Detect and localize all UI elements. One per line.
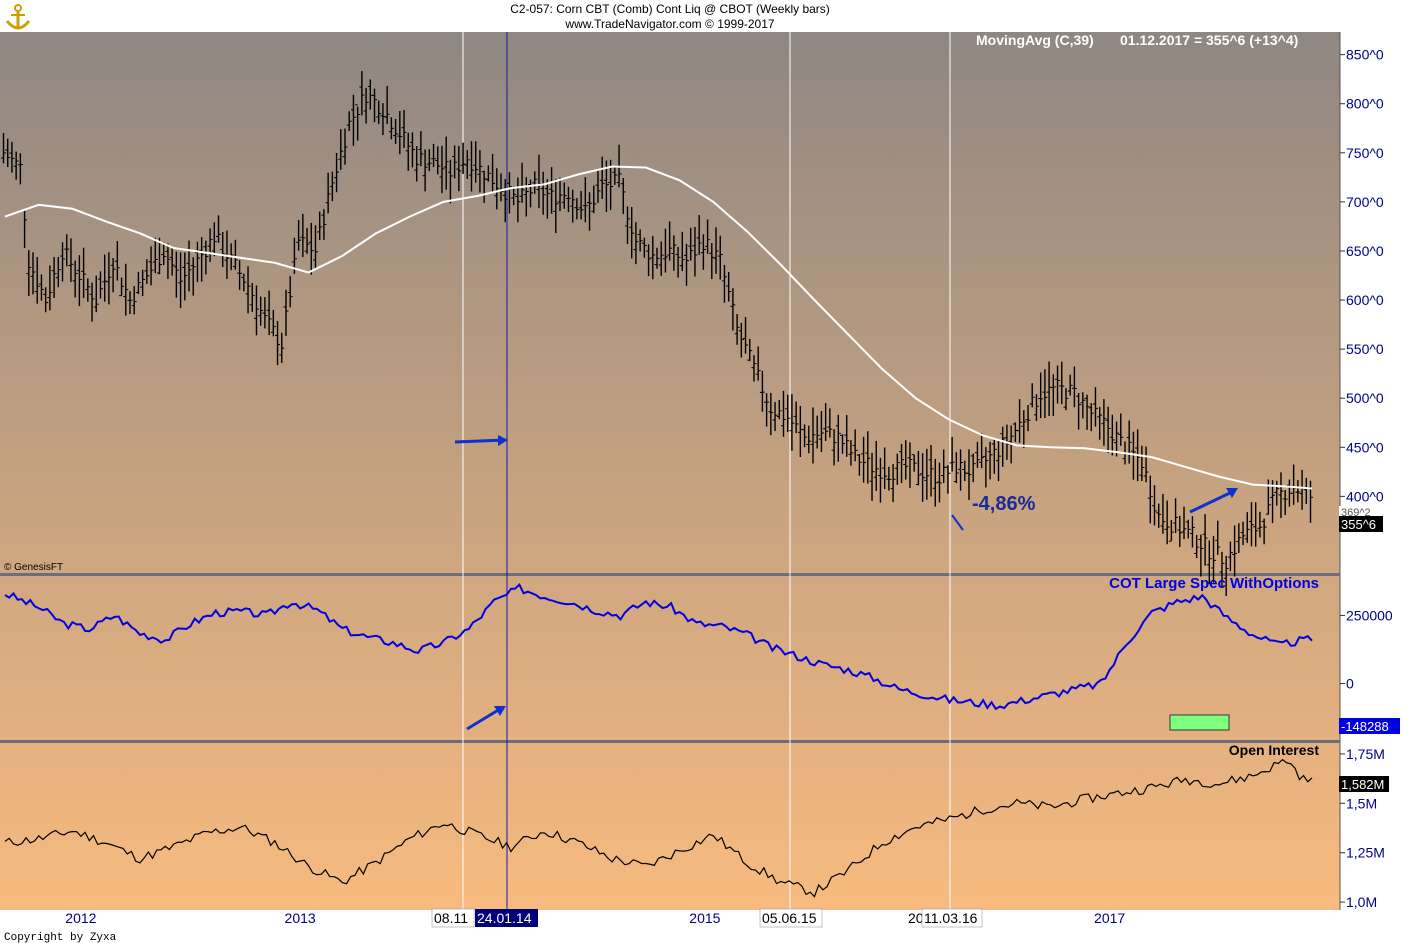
y-tick-label: 1,0M	[1346, 894, 1377, 910]
x-tick-label: 2013	[285, 910, 316, 926]
open-interest-panel-title: Open Interest	[1229, 742, 1320, 758]
y-tick-label: 650^0	[1346, 243, 1384, 259]
cot-value-tag	[1339, 718, 1400, 734]
y-tick-label: 1,75M	[1346, 746, 1385, 762]
copyright-text: Copyright by Zyxa	[4, 932, 117, 943]
cot-highlight-box	[1169, 714, 1230, 731]
x-axis-labels: 2012 2013 2015 2017	[65, 910, 1125, 926]
ma-value-tag	[1339, 506, 1383, 518]
trend-arrow-price-2013	[454, 438, 506, 444]
marker-label-box-3	[759, 908, 823, 928]
y-axis-background	[1340, 32, 1413, 910]
cot-panel-title: COT Large Spec WithOptions	[1109, 575, 1319, 592]
trend-arrow-cot	[466, 707, 501, 731]
open-interest-line	[4, 758, 1313, 898]
x-tick-label: 2015	[689, 910, 720, 926]
arrowhead-icon	[494, 706, 506, 716]
y-tick-label: 400^0	[1346, 488, 1384, 504]
panel-divider-price-cot	[0, 573, 1340, 576]
y-tick-label: 600^0	[1346, 292, 1384, 308]
marker-label-2: 24.01.14	[477, 910, 532, 926]
y-tick-label: 550^0	[1346, 341, 1384, 357]
y-tick-label: 250000	[1346, 607, 1393, 623]
genesis-credit: © GenesisFT	[4, 562, 63, 573]
marker-label-box-2	[475, 909, 538, 927]
arrowhead-icon	[1226, 488, 1238, 498]
cot-value-label: -148288	[1341, 719, 1389, 734]
cot-large-spec-line	[4, 583, 1313, 711]
y-tick-label: 700^0	[1346, 194, 1384, 210]
oi-value-tag	[1339, 776, 1389, 792]
chart-title: C2-057: Corn CBT (Comb) Cont Liq @ CBOT …	[510, 2, 830, 16]
y-tick-label: 750^0	[1346, 145, 1384, 161]
indicator-value: 01.12.2017 = 355^6 (+13^4)	[1120, 32, 1298, 48]
y-tick-label: 850^0	[1346, 47, 1384, 63]
marker-label-prefix: 20	[908, 910, 924, 926]
marker-label-1: 08.11	[434, 910, 468, 926]
x-axis-background	[0, 910, 1413, 943]
x-tick-label: 2017	[1094, 910, 1125, 926]
marker-label-box-4	[921, 908, 983, 928]
marker-label-3: 05.06.15	[762, 910, 817, 926]
y-tick-label: 800^0	[1346, 96, 1384, 112]
marker-label-box-1	[431, 908, 475, 928]
price-value-label: 355^6	[1341, 517, 1376, 532]
percent-change-annotation: -4,86%	[972, 493, 1036, 515]
y-tick-label: 500^0	[1346, 390, 1384, 406]
y-tick-label: 1,5M	[1346, 795, 1377, 811]
chart-subtitle: www.TradeNavigator.com © 1999-2017	[565, 17, 775, 31]
marker-label-4: 11.03.16	[924, 910, 978, 926]
price-value-tag	[1339, 516, 1383, 532]
y-tick-label: 450^0	[1346, 439, 1384, 455]
pointer-arrow-annotation	[951, 514, 964, 531]
panel-divider-cot-oi	[0, 740, 1340, 743]
trend-arrows	[454, 435, 1238, 731]
y-tick-label: 0	[1346, 676, 1354, 692]
y-axis-ticks: 850^0 800^0 750^0 700^0 650^0 600^0 550^0 500^0…	[1340, 47, 1393, 910]
plot-background	[0, 32, 1340, 910]
anchor-logo-icon	[4, 3, 32, 33]
y-tick-label: 1,25M	[1346, 845, 1385, 861]
price-bars	[1, 71, 1313, 597]
x-tick-label: 2012	[65, 910, 96, 926]
arrowhead-icon	[498, 435, 508, 446]
moving-average-line	[4, 165, 1313, 490]
indicator-name: MovingAvg (C,39)	[976, 32, 1094, 48]
trend-arrow-price-2017	[1189, 490, 1233, 514]
oi-value-label: 1,582M	[1341, 777, 1384, 792]
